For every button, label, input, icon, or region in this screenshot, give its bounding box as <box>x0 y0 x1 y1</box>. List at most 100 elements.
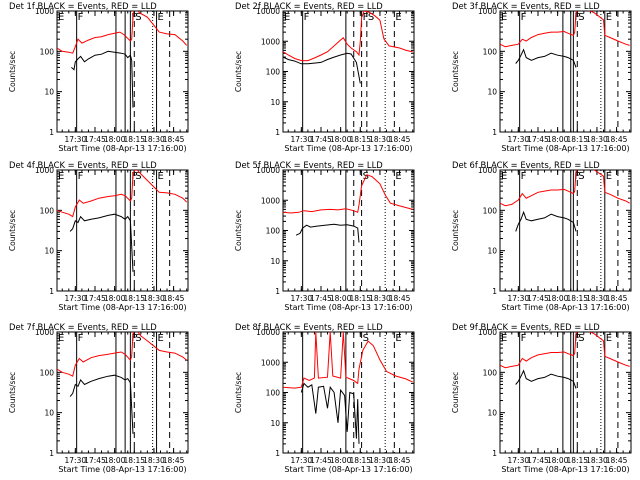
detector-panel-5: Det 5f BLACK = Events, RED = LLD Counts/s… <box>234 160 415 312</box>
event-marker-label: E <box>606 12 612 23</box>
event-marker-label: E <box>606 333 612 344</box>
y-tick-label: 1 <box>492 128 497 137</box>
detector-panel-2: Det 2f BLACK = Events, RED = LLD Counts/s… <box>234 1 415 153</box>
x-tick-label: 18:30 <box>586 135 608 144</box>
event-marker-label: E <box>58 333 64 344</box>
x-tick-label: 18:45 <box>163 456 185 465</box>
event-marker-label: S <box>578 12 584 23</box>
event-marker-label: E <box>58 12 64 23</box>
y-tick-label: 100 <box>40 47 55 56</box>
x-tick-label: 17:30 <box>65 456 87 465</box>
y-tick-label: 10 <box>487 409 497 418</box>
y-tick-label: 10 <box>44 247 54 256</box>
x-tick-label: 17:45 <box>527 294 549 303</box>
x-tick-label: 17:30 <box>508 294 530 303</box>
x-axis-label: Start Time (08-Apr-13 17:16:00) <box>58 303 186 312</box>
detector-panel-7: Det 7f BLACK = Events, RED = LLD Counts/s… <box>8 322 189 474</box>
series-lld-line <box>57 11 188 54</box>
y-tick-label: 100 <box>266 68 281 77</box>
x-tick-label: 18:00 <box>547 294 569 303</box>
event-marker-label: S <box>135 171 141 182</box>
series-events-line <box>515 369 577 389</box>
event-marker-label: F <box>521 171 527 182</box>
series-lld-line <box>57 332 188 377</box>
y-tick-label: 10 <box>270 419 280 428</box>
x-tick-label: 17:30 <box>291 294 313 303</box>
x-tick-label: 18:15 <box>566 456 588 465</box>
y-tick-label: 1000 <box>261 37 280 46</box>
y-tick-label: 10 <box>270 257 280 266</box>
x-tick-label: 18:45 <box>163 135 185 144</box>
x-tick-label: 18:00 <box>547 135 569 144</box>
x-tick-label: 18:15 <box>123 456 145 465</box>
x-tick-label: 18:15 <box>123 135 145 144</box>
detector-panel-1: Det 1f BLACK = Events, RED = LLD Counts/s… <box>8 1 189 153</box>
x-tick-label: 18:15 <box>349 135 371 144</box>
y-tick-label: 1 <box>275 449 280 458</box>
y-tick-label: 100 <box>40 206 55 215</box>
x-tick-label: 17:30 <box>291 135 313 144</box>
x-tick-label: 18:45 <box>389 135 411 144</box>
x-tick-label: 18:45 <box>606 294 628 303</box>
x-tick-label: 17:30 <box>508 456 530 465</box>
event-marker-label: F <box>574 12 580 23</box>
event-marker-label: E <box>606 171 612 182</box>
chart-title: Det 5f BLACK = Events, RED = LLD <box>235 160 383 170</box>
x-tick-label: 18:30 <box>143 135 165 144</box>
event-marker-label: F <box>131 171 137 182</box>
event-marker-label: E <box>58 171 64 182</box>
y-tick-label: 10000 <box>256 328 280 337</box>
x-tick-label: 18:00 <box>104 135 126 144</box>
event-marker-label: E <box>284 12 290 23</box>
x-tick-label: 18:30 <box>369 456 391 465</box>
x-tick-label: 17:45 <box>527 456 549 465</box>
chart-title: Det 3f BLACK = Events, RED = LLD <box>452 1 600 11</box>
series-lld-line <box>283 174 413 214</box>
x-tick-label: 18:30 <box>369 135 391 144</box>
x-tick-label: 18:15 <box>123 294 145 303</box>
event-marker-label: S <box>135 12 141 23</box>
x-tick-label: 18:00 <box>330 456 352 465</box>
y-axis-label: Counts/sec <box>234 210 243 251</box>
chart-title: Det 8f BLACK = Events, RED = LLD <box>235 322 383 332</box>
y-tick-label: 1000 <box>261 358 280 367</box>
y-tick-label: 1000 <box>261 196 280 205</box>
x-axis-label: Start Time (08-Apr-13 17:16:00) <box>284 303 412 312</box>
x-tick-label: 18:45 <box>606 135 628 144</box>
y-tick-label: 1000 <box>35 328 54 337</box>
x-tick-label: 18:30 <box>586 294 608 303</box>
x-tick-label: 18:00 <box>330 135 352 144</box>
series-lld-line <box>500 332 630 369</box>
series-events-line <box>283 52 361 84</box>
series-events-line <box>515 210 577 232</box>
event-marker-label: F <box>574 171 580 182</box>
series-lld-line <box>500 11 630 48</box>
series-lld-line <box>57 170 188 218</box>
x-axis-label: Start Time (08-Apr-13 17:16:00) <box>58 144 186 153</box>
event-marker-label: E <box>158 12 164 23</box>
y-axis-label: Counts/sec <box>8 51 17 92</box>
x-tick-label: 18:30 <box>369 294 391 303</box>
chart-title: Det 6f BLACK = Events, RED = LLD <box>452 160 600 170</box>
event-marker-label: E <box>395 171 401 182</box>
y-tick-label: 10000 <box>256 166 280 175</box>
y-axis-label: Counts/sec <box>234 372 243 413</box>
y-tick-label: 1 <box>492 287 497 296</box>
x-tick-label: 18:15 <box>349 456 371 465</box>
x-axis-label: Start Time (08-Apr-13 17:16:00) <box>284 465 412 474</box>
x-tick-label: 17:30 <box>65 294 87 303</box>
y-tick-label: 10000 <box>256 7 280 16</box>
series-events-line <box>69 213 134 272</box>
y-tick-label: 10 <box>44 88 54 97</box>
y-axis-label: Counts/sec <box>8 210 17 251</box>
x-axis-label: Start Time (08-Apr-13 17:16:00) <box>501 144 629 153</box>
y-axis-label: Counts/sec <box>451 51 460 92</box>
event-marker-label: F <box>78 12 84 23</box>
x-tick-label: 18:15 <box>349 294 371 303</box>
x-tick-label: 17:45 <box>310 294 332 303</box>
event-marker-label: E <box>501 333 507 344</box>
y-axis-label: Counts/sec <box>451 372 460 413</box>
chart-title: Det 7f BLACK = Events, RED = LLD <box>9 322 157 332</box>
y-tick-label: 1 <box>49 287 54 296</box>
y-tick-label: 1000 <box>35 7 54 16</box>
